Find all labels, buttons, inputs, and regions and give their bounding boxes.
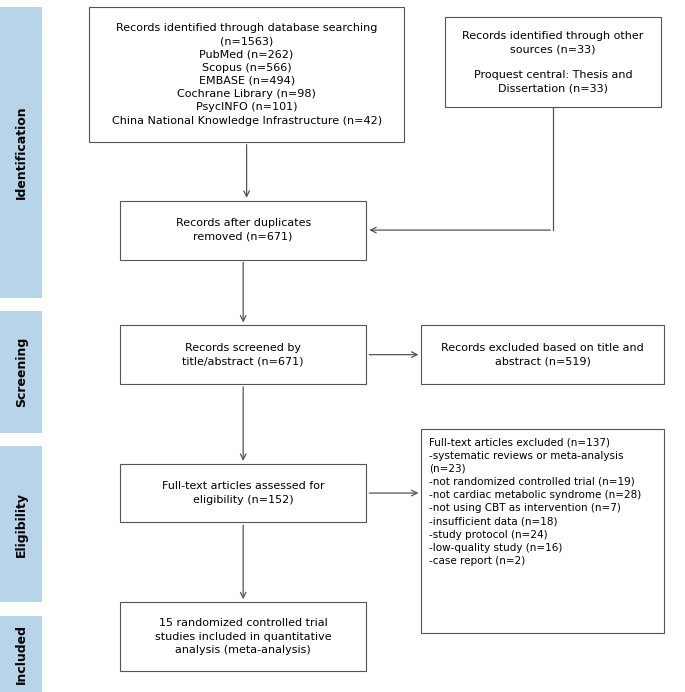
- Text: 15 randomized controlled trial
studies included in quantitative
analysis (meta-a: 15 randomized controlled trial studies i…: [155, 619, 332, 655]
- Bar: [120, 602, 366, 671]
- Bar: [0, 311, 42, 432]
- Text: Records after duplicates
removed (n=671): Records after duplicates removed (n=671): [175, 219, 311, 242]
- Bar: [421, 325, 664, 384]
- Bar: [120, 464, 366, 522]
- Text: Records identified through other
sources (n=33)

Proquest central: Thesis and
Di: Records identified through other sources…: [462, 31, 644, 93]
- Bar: [89, 7, 404, 142]
- Text: Records identified through database searching
(n=1563)
PubMed (n=262)
Scopus (n=: Records identified through database sear…: [112, 24, 382, 125]
- Bar: [421, 429, 664, 633]
- Text: Records screened by
title/abstract (n=671): Records screened by title/abstract (n=67…: [182, 343, 304, 366]
- Text: Records excluded based on title and
abstract (n=519): Records excluded based on title and abst…: [442, 343, 644, 366]
- Text: Identification: Identification: [15, 105, 27, 199]
- Bar: [0, 7, 42, 298]
- Text: Full-text articles excluded (n=137)
-systematic reviews or meta-analysis
(n=23)
: Full-text articles excluded (n=137) -sys…: [429, 437, 642, 566]
- Text: Screening: Screening: [15, 337, 27, 407]
- Text: Full-text articles assessed for
eligibility (n=152): Full-text articles assessed for eligibil…: [162, 482, 325, 504]
- Text: Included: Included: [15, 624, 27, 684]
- Bar: [445, 17, 661, 107]
- Bar: [120, 325, 366, 384]
- Bar: [120, 201, 366, 260]
- Text: Eligibility: Eligibility: [15, 492, 27, 556]
- Bar: [0, 446, 42, 602]
- Bar: [0, 616, 42, 692]
